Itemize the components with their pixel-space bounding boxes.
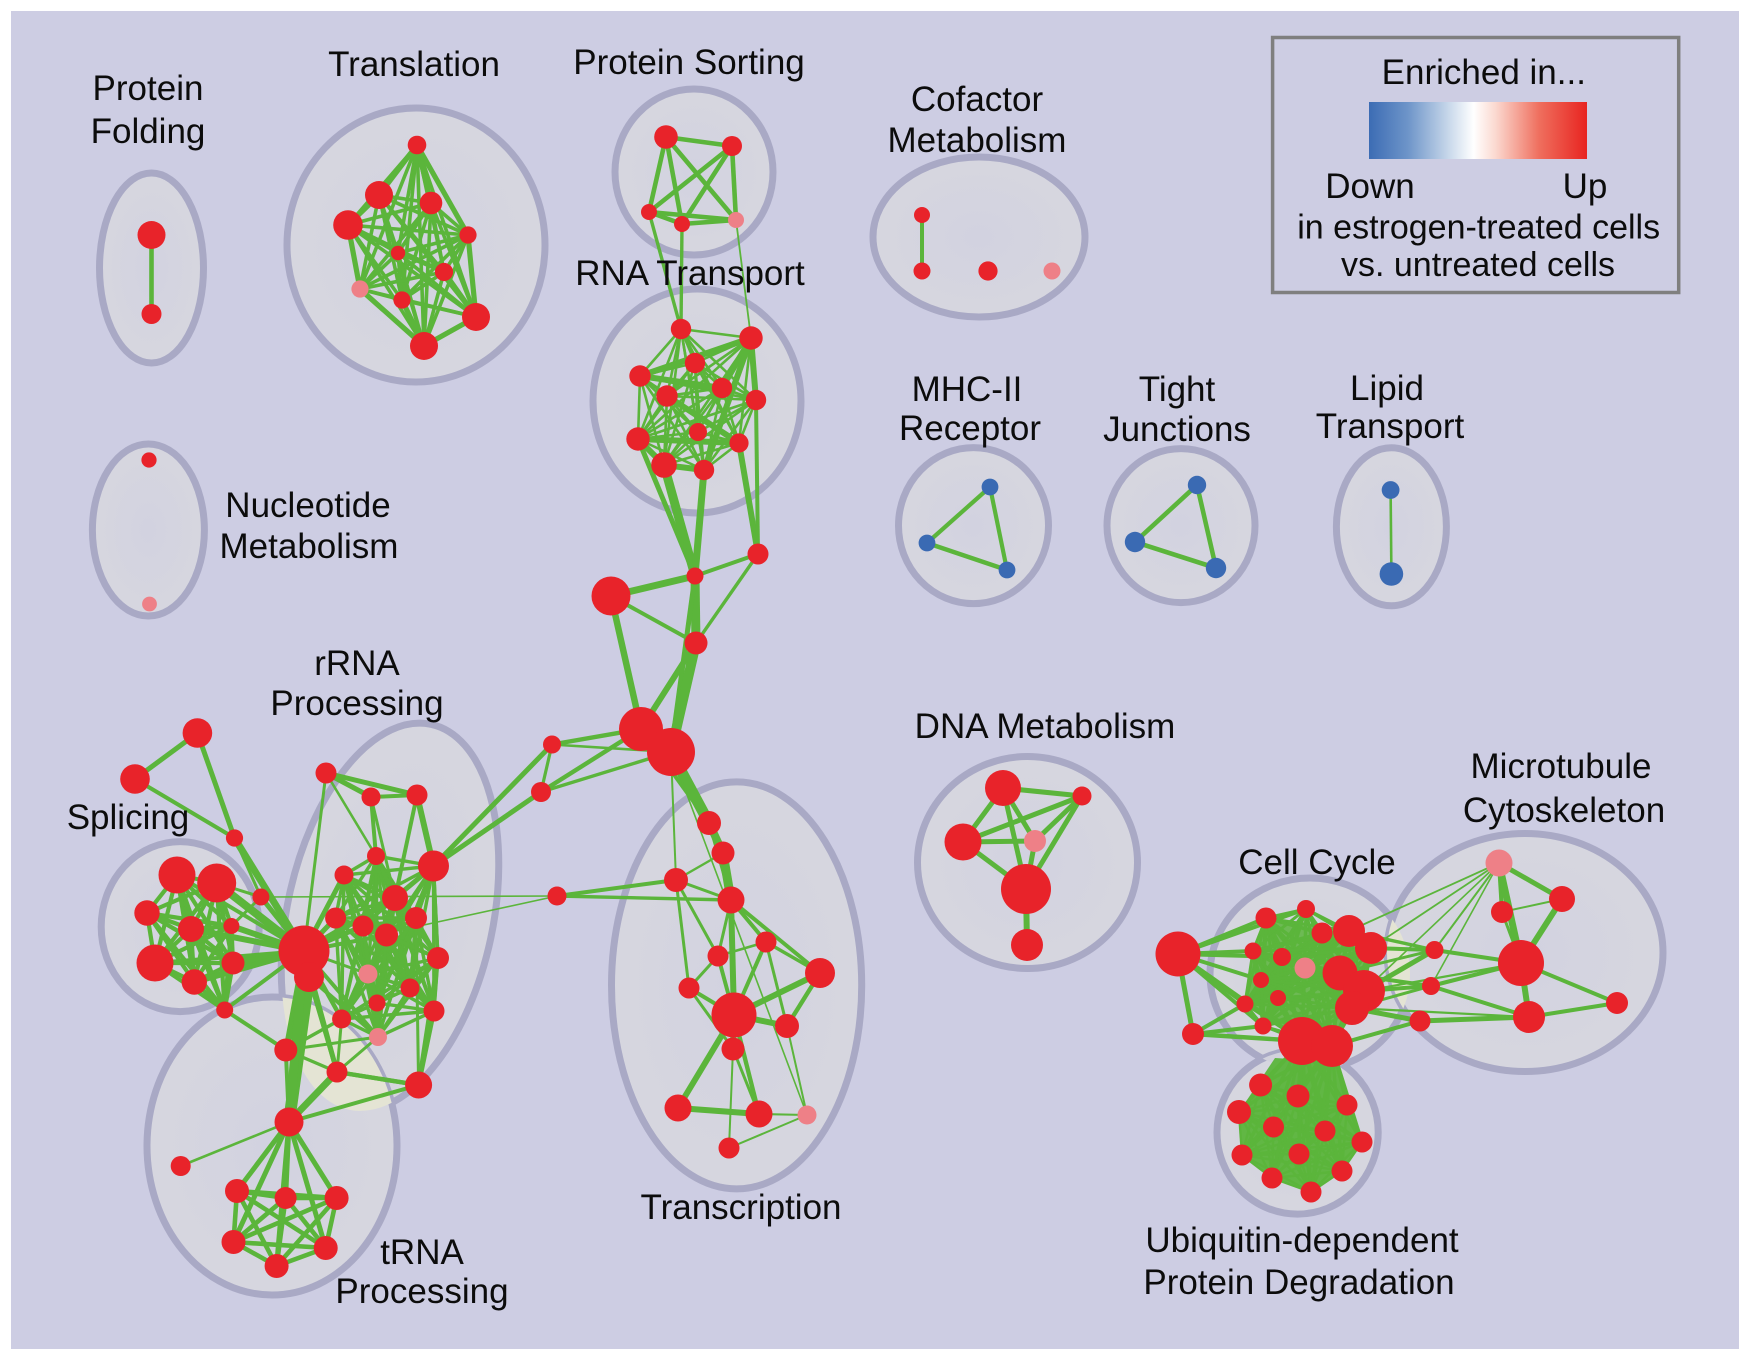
svg-text:tRNA: tRNA (380, 1233, 464, 1272)
svg-text:Nucleotide: Nucleotide (225, 486, 390, 525)
svg-text:Receptor: Receptor (899, 409, 1041, 448)
svg-text:Folding: Folding (91, 112, 206, 151)
svg-text:Processing: Processing (270, 684, 443, 723)
svg-text:Down: Down (1325, 167, 1414, 206)
svg-text:Protein Degradation: Protein Degradation (1143, 1263, 1454, 1302)
svg-text:DNA Metabolism: DNA Metabolism (915, 707, 1176, 746)
svg-text:Lipid: Lipid (1350, 369, 1424, 408)
svg-text:Translation: Translation (328, 45, 500, 84)
svg-text:Junctions: Junctions (1103, 410, 1251, 449)
svg-text:Tight: Tight (1139, 370, 1216, 409)
svg-text:Protein: Protein (93, 69, 204, 108)
svg-text:Cell Cycle: Cell Cycle (1238, 843, 1396, 882)
svg-text:Up: Up (1563, 167, 1608, 206)
svg-text:Ubiquitin-dependent: Ubiquitin-dependent (1145, 1221, 1459, 1260)
svg-text:Enriched in...: Enriched in... (1382, 53, 1586, 92)
svg-text:in estrogen-treated cells: in estrogen-treated cells (1297, 209, 1660, 247)
svg-text:Microtubule: Microtubule (1471, 747, 1652, 786)
svg-text:Metabolism: Metabolism (220, 527, 399, 566)
svg-text:Cytoskeleton: Cytoskeleton (1463, 791, 1665, 830)
svg-text:Transcription: Transcription (641, 1188, 842, 1227)
svg-text:MHC-II: MHC-II (912, 370, 1023, 409)
svg-text:rRNA: rRNA (314, 644, 400, 683)
svg-text:Transport: Transport (1316, 407, 1465, 446)
svg-text:Splicing: Splicing (67, 798, 190, 837)
svg-text:vs. untreated cells: vs. untreated cells (1341, 246, 1615, 284)
svg-text:Processing: Processing (335, 1272, 508, 1311)
svg-text:RNA Transport: RNA Transport (575, 254, 805, 293)
svg-text:Metabolism: Metabolism (888, 121, 1067, 160)
svg-text:Protein Sorting: Protein Sorting (573, 43, 805, 82)
svg-text:Cofactor: Cofactor (911, 80, 1044, 119)
